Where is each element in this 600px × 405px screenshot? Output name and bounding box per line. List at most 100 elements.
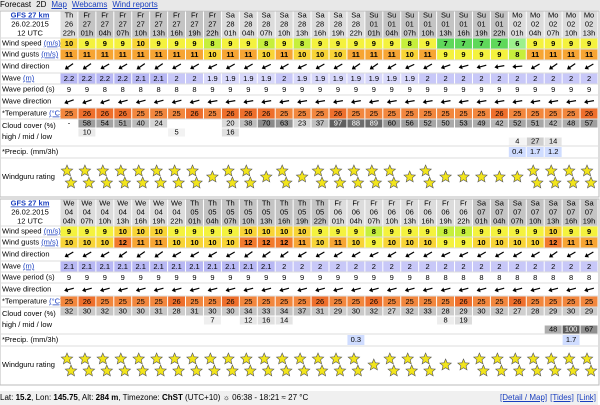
rating-stars xyxy=(221,352,239,377)
temp-cell xyxy=(221,296,239,307)
wave_dir-arrow xyxy=(225,99,236,105)
hour: 04h xyxy=(529,28,542,37)
row-label: Wind speed (m/s) xyxy=(2,226,61,235)
nav-item[interactable]: Webcams xyxy=(71,0,108,9)
arrow-head xyxy=(297,253,303,258)
arrow-head xyxy=(584,65,589,70)
arrow-head xyxy=(512,99,517,105)
hour: 07h xyxy=(511,216,524,225)
cloud_high-value: 54 xyxy=(101,118,109,127)
speed-value: 8 xyxy=(408,39,412,48)
temp-cell xyxy=(150,108,168,119)
wave_dir-arrow xyxy=(584,287,595,293)
nav-item[interactable]: Map xyxy=(51,0,67,9)
gusts-value: 11 xyxy=(531,50,539,59)
star xyxy=(311,352,325,365)
star xyxy=(118,176,132,189)
cloud_high-cell xyxy=(329,307,347,316)
row-label: high / mid / low xyxy=(2,320,53,329)
cloud_high-cell xyxy=(383,307,401,316)
gusts-value: 11 xyxy=(388,50,396,59)
row-label: Cloud cover (%) xyxy=(2,309,56,318)
rating-stars xyxy=(508,352,526,377)
period-cell xyxy=(401,84,419,95)
arrow-head xyxy=(315,99,319,105)
day: Mo xyxy=(530,10,540,19)
speed-cell xyxy=(186,38,203,49)
gusts-cell xyxy=(544,237,562,248)
header-cell xyxy=(132,199,150,226)
gusts-value: 11 xyxy=(424,50,432,59)
star xyxy=(476,364,490,377)
row-label-text: Wave period (s) xyxy=(2,272,55,281)
cloud_high-cell xyxy=(544,119,562,128)
wave-cell xyxy=(526,73,544,84)
gusts-value: 10 xyxy=(388,238,396,247)
cloud_mid-cell xyxy=(78,128,96,137)
hour: 04h xyxy=(386,28,399,37)
wave_dir-arrow xyxy=(548,99,559,105)
star xyxy=(100,364,114,377)
footer-link[interactable]: [Tides] xyxy=(550,393,574,402)
star xyxy=(96,352,110,365)
rating-stars xyxy=(257,352,275,377)
gusts-cell xyxy=(132,237,150,248)
arrow-head xyxy=(530,253,536,258)
cloud_high-cell xyxy=(96,119,114,128)
speed-cell xyxy=(562,38,580,49)
period-value: 9 xyxy=(174,273,178,282)
nav-item[interactable]: Wind reports xyxy=(112,0,158,9)
wave-value: 1.9 xyxy=(207,74,217,83)
wave-cell xyxy=(580,73,598,84)
speed-cell xyxy=(383,38,401,49)
period-value: 9 xyxy=(264,273,268,282)
date: 27 xyxy=(208,19,216,28)
temp-value: 25 xyxy=(208,297,216,306)
speed-value: 9 xyxy=(192,39,196,48)
temp-value: 26 xyxy=(226,109,234,118)
cloud_high-value: 30 xyxy=(567,306,575,315)
wave_dir-arrow xyxy=(171,287,182,293)
star xyxy=(82,364,96,377)
wave_dir-arrow xyxy=(512,99,523,105)
wave-cell xyxy=(437,261,455,272)
gusts-cell xyxy=(257,49,275,60)
wave_dir-arrow xyxy=(171,99,182,105)
wave-cell xyxy=(365,261,383,272)
wave_dir-arrow xyxy=(566,287,577,293)
period-cell xyxy=(186,272,203,283)
temp-value: 25 xyxy=(190,297,198,306)
arrow-head xyxy=(549,65,554,70)
date: 05 xyxy=(190,207,198,216)
wave-cell xyxy=(239,261,257,272)
gusts-cell xyxy=(203,237,221,248)
footer-text: 284 m xyxy=(95,393,119,402)
gusts-cell xyxy=(96,49,114,60)
gusts-cell xyxy=(221,237,239,248)
wave-value: 2.1 xyxy=(225,262,235,271)
wave-value: 2.1 xyxy=(207,262,217,271)
star xyxy=(387,364,401,377)
temp-value: 26 xyxy=(83,109,91,118)
arrow-head xyxy=(566,287,571,293)
header-cell xyxy=(455,199,472,226)
period-cell xyxy=(168,272,186,283)
day: We xyxy=(171,198,182,207)
wave-value: 2 xyxy=(497,262,501,271)
speed-cell xyxy=(96,226,114,237)
day: Sa xyxy=(567,198,577,207)
star xyxy=(150,164,164,177)
wave-value: 1.9 xyxy=(243,74,253,83)
footer-link[interactable]: [Link] xyxy=(576,393,596,402)
arrow-head xyxy=(297,287,302,293)
gusts-cell xyxy=(490,237,508,248)
day: Sa xyxy=(226,10,236,19)
nav-item[interactable]: 2D xyxy=(36,0,47,9)
arrow-head xyxy=(404,99,409,105)
footer-link[interactable]: [Detail / Map] xyxy=(500,393,548,402)
date: 27 xyxy=(137,19,145,28)
row-label-text: Windguru rating xyxy=(2,172,55,181)
arrow-head xyxy=(153,99,158,105)
temp-value: 26 xyxy=(585,109,593,118)
footer-text: 15.2 xyxy=(15,393,32,402)
